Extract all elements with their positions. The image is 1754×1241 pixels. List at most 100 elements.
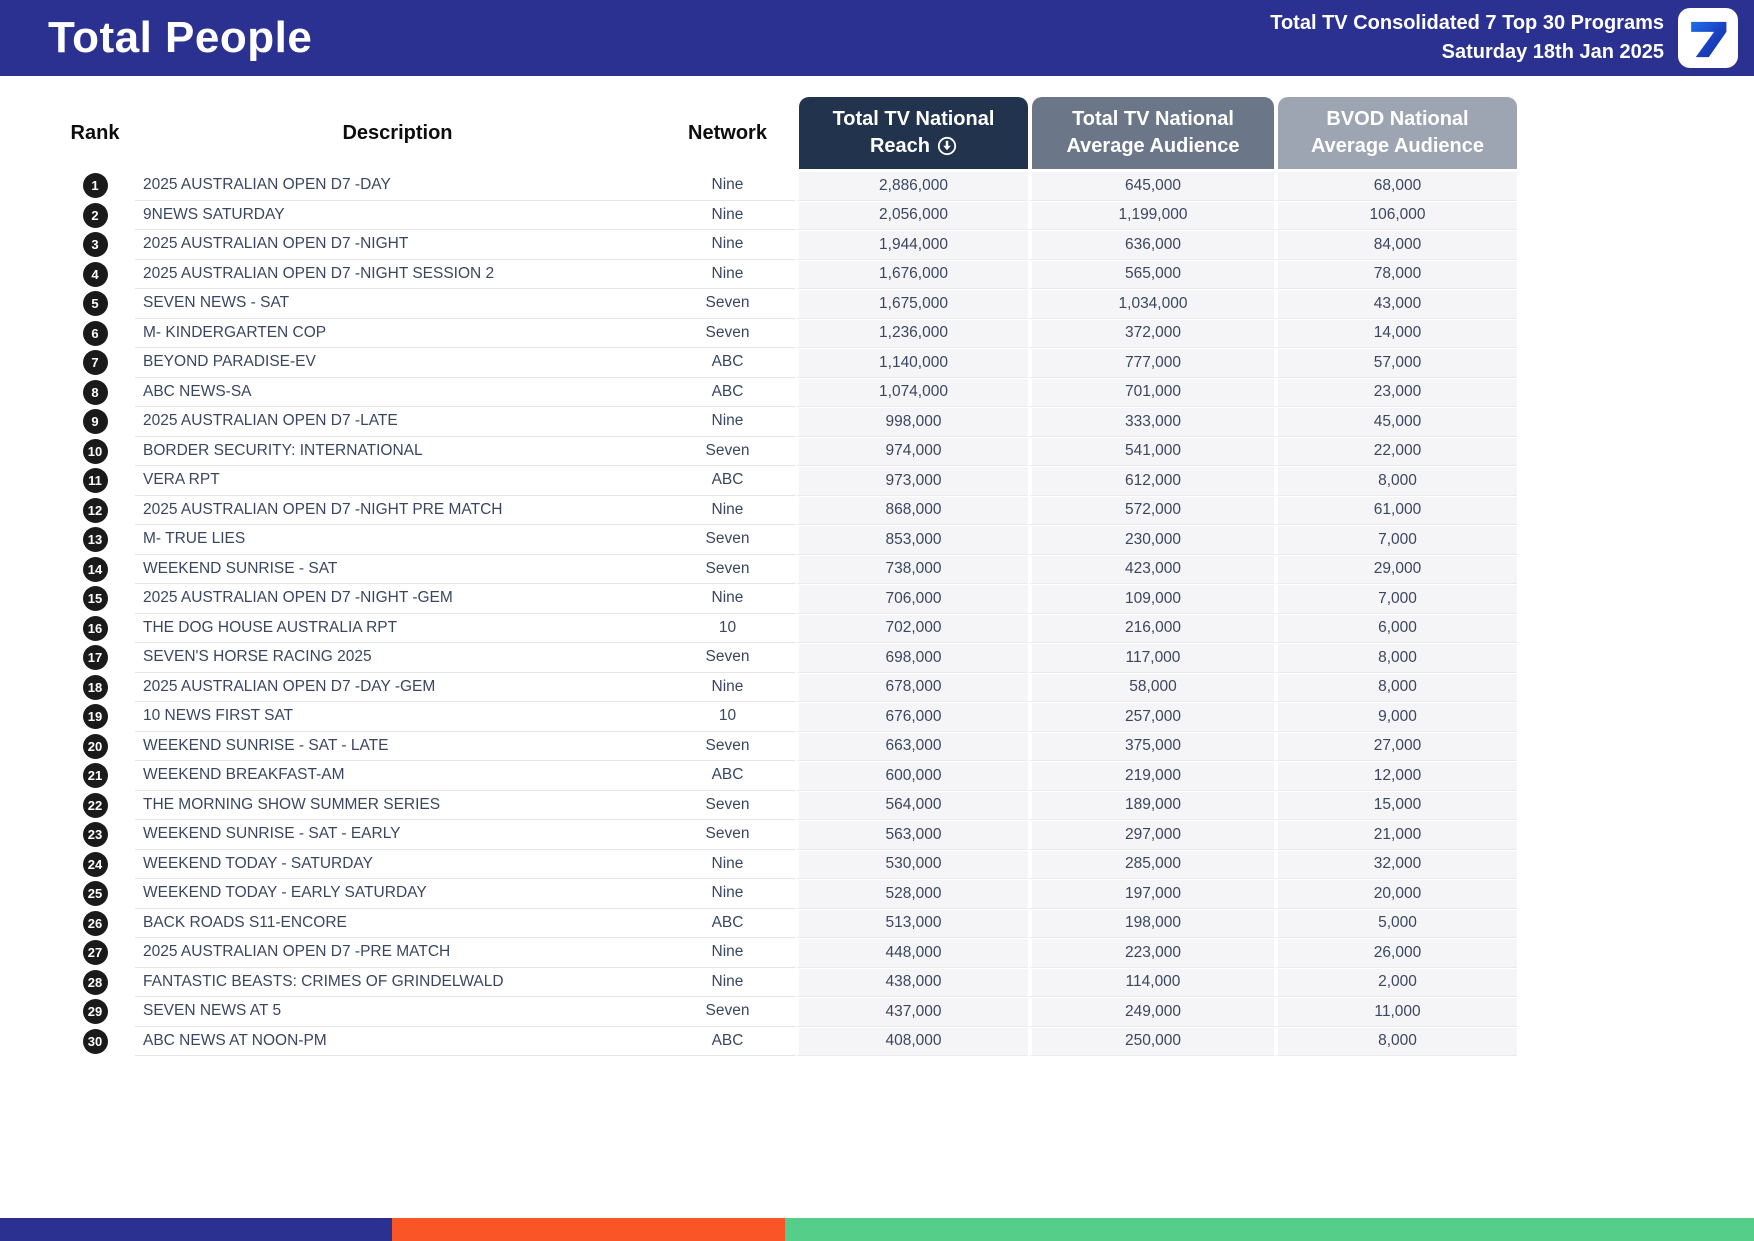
rank-badge: 19: [82, 704, 108, 730]
total-tv-avg-audience-value: 249,000: [1028, 997, 1274, 1027]
top30-table: Rank Description Network Total TV Nation…: [55, 97, 1517, 1056]
total-tv-reach-value: 1,944,000: [795, 230, 1028, 260]
rank-cell: 20: [55, 732, 135, 762]
rank-cell: 8: [55, 378, 135, 408]
rank-cell: 27: [55, 938, 135, 968]
table-row: 16 THE DOG HOUSE AUSTRALIA RPT 10 702,00…: [55, 613, 1517, 644]
table-row: 26 BACK ROADS S11-ENCORE ABC 513,000 198…: [55, 908, 1517, 939]
table-row: 8 ABC NEWS-SA ABC 1,074,000 701,000 23,0…: [55, 377, 1517, 408]
total-tv-reach-value: 973,000: [795, 466, 1028, 496]
table-row: 25 WEEKEND TODAY - EARLY SATURDAY Nine 5…: [55, 879, 1517, 909]
bvod-avg-audience-value: 2,000: [1274, 967, 1517, 997]
table-row: 29 SEVEN NEWS AT 5 Seven 437,000 249,000…: [55, 997, 1517, 1027]
table-row: 30 ABC NEWS AT NOON-PM ABC 408,000 250,0…: [55, 1026, 1517, 1056]
footer-segment-blue: [0, 1218, 393, 1241]
network-name: Nine: [660, 230, 795, 260]
rank-cell: 26: [55, 909, 135, 939]
rank-cell: 15: [55, 584, 135, 614]
table-row: 28 FANTASTIC BEASTS: CRIMES OF GRINDELWA…: [55, 967, 1517, 998]
table-row: 10 BORDER SECURITY: INTERNATIONAL Seven …: [55, 436, 1517, 466]
bvod-avg-audience-value: 12,000: [1274, 761, 1517, 791]
total-tv-avg-audience-value: 216,000: [1028, 613, 1274, 643]
bvod-avg-audience-value: 8,000: [1274, 672, 1517, 702]
total-tv-reach-value: 530,000: [795, 849, 1028, 879]
total-tv-avg-audience-value: 219,000: [1028, 761, 1274, 791]
seven-7-icon: [1691, 21, 1727, 58]
rank-cell: 14: [55, 555, 135, 585]
total-tv-reach-value: 408,000: [795, 1026, 1028, 1056]
rank-cell: 28: [55, 968, 135, 998]
rank-cell: 24: [55, 850, 135, 880]
rank-badge: 10: [82, 438, 108, 464]
network-name: Seven: [660, 555, 795, 584]
total-tv-reach-value: 1,675,000: [795, 289, 1028, 319]
program-description: ABC NEWS AT NOON-PM: [135, 1027, 660, 1056]
rank-cell: 25: [55, 879, 135, 909]
total-tv-reach-value: 1,074,000: [795, 377, 1028, 407]
table-row: 1 2025 AUSTRALIAN OPEN D7 -DAY Nine 2,88…: [55, 171, 1517, 201]
total-tv-reach-value: 702,000: [795, 613, 1028, 643]
column-header-bvod-avg-audience[interactable]: BVOD National Average Audience: [1278, 97, 1517, 169]
rank-badge: 21: [82, 763, 108, 789]
total-tv-avg-audience-value: 423,000: [1028, 554, 1274, 584]
network-name: Seven: [660, 997, 795, 1027]
program-description: 2025 AUSTRALIAN OPEN D7 -NIGHT PRE MATCH: [135, 496, 660, 525]
rank-cell: 16: [55, 614, 135, 644]
bvod-avg-audience-value: 21,000: [1274, 820, 1517, 850]
total-tv-avg-audience-value: 297,000: [1028, 820, 1274, 850]
total-tv-reach-value: 1,236,000: [795, 318, 1028, 348]
network-name: ABC: [660, 909, 795, 938]
network-name: Nine: [660, 201, 795, 230]
rank-cell: 18: [55, 673, 135, 703]
column-header-network: Network: [688, 121, 767, 144]
rank-cell: 23: [55, 820, 135, 850]
network-name: Seven: [660, 437, 795, 466]
total-tv-avg-audience-value: 645,000: [1028, 171, 1274, 201]
bvod-avg-audience-value: 43,000: [1274, 289, 1517, 319]
rank-badge: 26: [82, 910, 108, 936]
bvod-avg-audience-value: 23,000: [1274, 377, 1517, 407]
total-tv-reach-value: 853,000: [795, 525, 1028, 555]
program-description: 2025 AUSTRALIAN OPEN D7 -NIGHT SESSION 2: [135, 260, 660, 289]
rank-badge: 17: [82, 645, 108, 671]
program-description: THE DOG HOUSE AUSTRALIA RPT: [135, 614, 660, 643]
rank-badge: 16: [82, 615, 108, 641]
total-tv-avg-audience-value: 109,000: [1028, 584, 1274, 614]
rank-cell: 17: [55, 643, 135, 673]
total-tv-avg-audience-value: 198,000: [1028, 908, 1274, 938]
program-description: 2025 AUSTRALIAN OPEN D7 -DAY: [135, 171, 660, 201]
total-tv-avg-audience-value: 777,000: [1028, 348, 1274, 378]
program-description: SEVEN NEWS - SAT: [135, 289, 660, 319]
rank-badge: 23: [82, 822, 108, 848]
column-header-total-tv-avg-audience[interactable]: Total TV National Average Audience: [1032, 97, 1274, 169]
network-name: ABC: [660, 1027, 795, 1056]
total-tv-avg-audience-value: 372,000: [1028, 318, 1274, 348]
rank-cell: 7: [55, 348, 135, 378]
rank-badge: 1: [82, 173, 108, 199]
total-tv-reach-value: 513,000: [795, 908, 1028, 938]
bvod-avg-audience-value: 14,000: [1274, 318, 1517, 348]
program-description: WEEKEND SUNRISE - SAT - EARLY: [135, 820, 660, 850]
program-description: VERA RPT: [135, 466, 660, 496]
total-tv-avg-audience-value: 636,000: [1028, 230, 1274, 260]
bvod-header-label: BVOD National Average Audience: [1310, 108, 1485, 157]
program-description: WEEKEND TODAY - SATURDAY: [135, 850, 660, 879]
rank-cell: 1: [55, 171, 135, 201]
report-subtitle-line1: Total TV Consolidated 7 Top 30 Programs: [1270, 12, 1664, 34]
table-body: 1 2025 AUSTRALIAN OPEN D7 -DAY Nine 2,88…: [55, 171, 1517, 1056]
rank-badge: 27: [82, 940, 108, 966]
table-row: 14 WEEKEND SUNRISE - SAT Seven 738,000 4…: [55, 554, 1517, 585]
bvod-avg-audience-value: 7,000: [1274, 584, 1517, 614]
network-name: Nine: [660, 968, 795, 997]
total-tv-reach-value: 998,000: [795, 407, 1028, 437]
table-row: 23 WEEKEND SUNRISE - SAT - EARLY Seven 5…: [55, 820, 1517, 850]
program-description: M- TRUE LIES: [135, 525, 660, 555]
bvod-avg-audience-value: 27,000: [1274, 731, 1517, 761]
table-row: 19 10 NEWS FIRST SAT 10 676,000 257,000 …: [55, 702, 1517, 732]
bvod-avg-audience-value: 22,000: [1274, 436, 1517, 466]
bvod-avg-audience-value: 32,000: [1274, 849, 1517, 879]
rank-badge: 14: [82, 556, 108, 582]
rank-badge: 22: [82, 792, 108, 818]
rank-cell: 12: [55, 496, 135, 526]
column-header-total-tv-reach[interactable]: Total TV National Reach: [799, 97, 1028, 169]
